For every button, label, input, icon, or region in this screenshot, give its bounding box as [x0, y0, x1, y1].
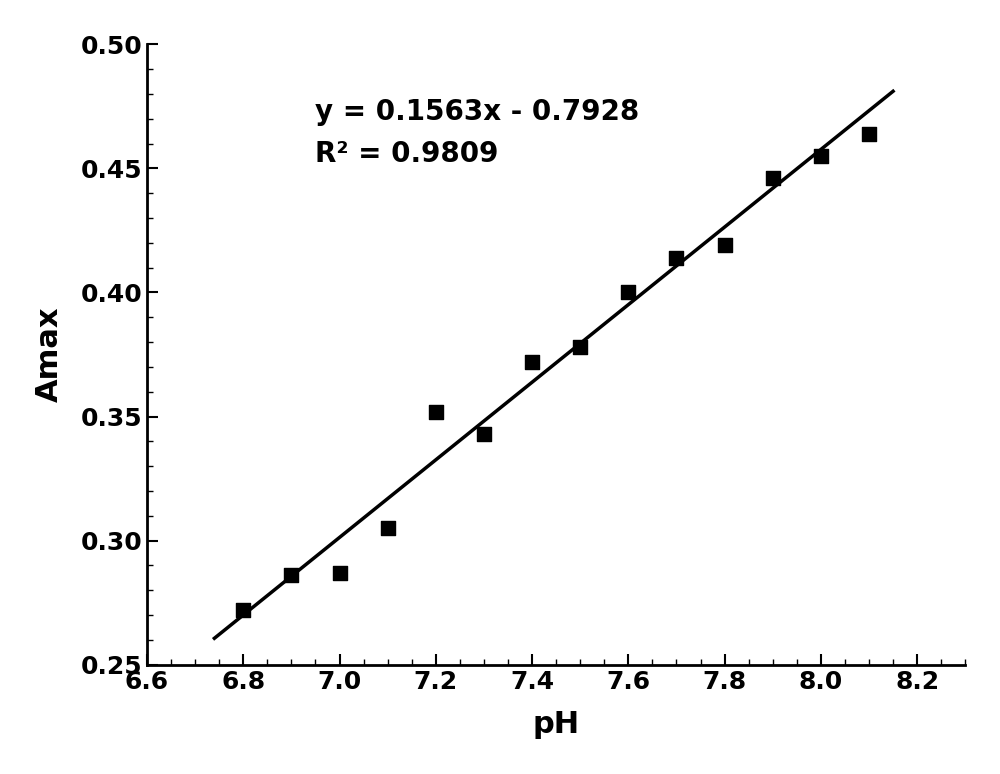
- Point: [620, 286, 636, 299]
- Point: [476, 428, 492, 440]
- Point: [380, 522, 396, 534]
- Point: [765, 172, 781, 184]
- Point: [235, 604, 251, 616]
- Point: [524, 356, 540, 368]
- Point: [332, 567, 348, 579]
- Point: [572, 341, 588, 353]
- Y-axis label: Amax: Amax: [35, 307, 64, 402]
- Point: [668, 252, 684, 264]
- Point: [717, 239, 733, 252]
- Point: [813, 149, 829, 162]
- Point: [861, 128, 877, 140]
- Point: [283, 569, 299, 581]
- X-axis label: pH: pH: [533, 711, 580, 739]
- Text: y = 0.1563x - 0.7928: y = 0.1563x - 0.7928: [315, 98, 640, 126]
- Text: R² = 0.9809: R² = 0.9809: [315, 140, 499, 168]
- Point: [428, 406, 444, 418]
